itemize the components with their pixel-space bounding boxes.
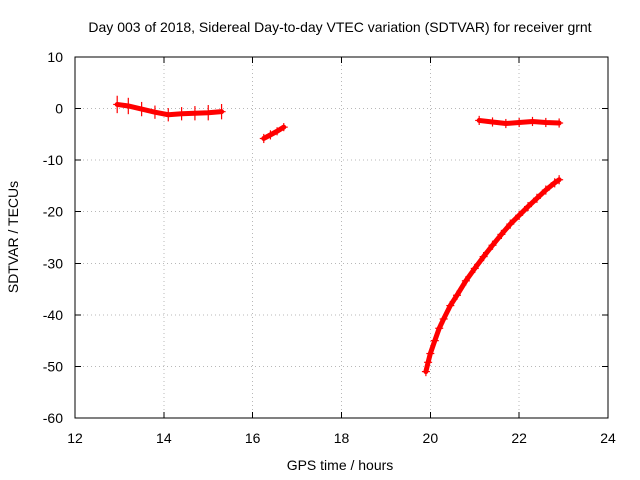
x-tick-label-5: 22 (511, 430, 527, 446)
y-tick-label-0: 10 (47, 49, 63, 65)
series-3-point-4 (435, 323, 444, 333)
series-0-point-8 (217, 103, 226, 120)
series-layer (113, 95, 564, 377)
series-3-point-10 (479, 252, 488, 262)
series-3-point-14 (515, 210, 524, 220)
series-1-point-2 (273, 127, 282, 136)
x-tick-label-4: 20 (423, 430, 439, 446)
series-2-point-2 (501, 118, 510, 129)
x-tick-label-0: 12 (67, 430, 83, 446)
x-tick-label-1: 14 (156, 430, 172, 446)
series-3-point-8 (461, 276, 470, 286)
y-tick-label-1: 0 (55, 101, 63, 117)
series-3-point-0 (421, 367, 430, 377)
y-axis-label: SDTVAR / TECUs (5, 181, 21, 293)
series-3-point-2 (426, 348, 435, 359)
y-tick-label-3: -20 (43, 204, 63, 220)
series-2-point-4 (528, 116, 537, 127)
series-3-point-9 (470, 263, 479, 274)
plot-frame (74, 56, 609, 419)
series-0 (113, 95, 226, 122)
series-3-point-19 (555, 175, 564, 185)
axis-layer: 12 14 16 18 20 22 24 10 0 -10 -20 -30 -40 -50 -60 (43, 49, 616, 446)
series-0-point-1 (124, 97, 133, 115)
series-2-point-3 (515, 117, 524, 128)
series-3-point-12 (497, 229, 506, 239)
y-tick-label-4: -30 (43, 255, 63, 271)
series-3-point-5 (439, 314, 448, 324)
chart-title: Day 003 of 2018, Sidereal Day-to-day VTE… (88, 19, 591, 35)
series-0-point-3 (150, 105, 159, 119)
series-3-point-16 (532, 193, 541, 203)
grid-layer (75, 57, 608, 418)
series-3-point-17 (541, 185, 550, 195)
series-0-point-7 (204, 105, 213, 121)
series-0-point-5 (177, 107, 186, 121)
series-1-trace (261, 124, 287, 141)
y-tick-label-2: -10 (43, 152, 63, 168)
series-0-point-6 (190, 106, 199, 121)
series-0-point-2 (137, 101, 146, 117)
series-0-point-4 (164, 108, 173, 122)
series-2-point-0 (475, 115, 484, 126)
series-3-point-6 (446, 300, 455, 311)
y-tick-label-7: -60 (43, 410, 63, 426)
series-3-point-15 (524, 201, 533, 212)
series-3-point-18 (550, 178, 559, 188)
series-2-point-6 (555, 118, 564, 128)
x-tick-label-6: 24 (600, 430, 616, 446)
series-1 (259, 123, 288, 144)
series-3-trace (423, 177, 562, 375)
series-2-point-5 (541, 117, 550, 128)
series-1-point-1 (266, 130, 275, 140)
x-axis-label: GPS time / hours (287, 457, 394, 473)
y-tick-label-5: -40 (43, 307, 63, 323)
x-tick-label-2: 16 (245, 430, 261, 446)
series-3 (421, 175, 564, 377)
series-1-point-3 (279, 123, 288, 132)
y-tick-label-6: -50 (43, 358, 63, 374)
series-2 (475, 115, 564, 129)
series-3-point-1 (424, 357, 433, 367)
series-3-point-13 (506, 219, 515, 229)
series-1-point-0 (259, 133, 268, 144)
x-tick-label-3: 18 (334, 430, 350, 446)
series-3-point-7 (452, 290, 461, 300)
series-2-point-1 (488, 117, 497, 127)
series-3-point-3 (430, 336, 439, 346)
series-3-point-11 (488, 240, 497, 250)
series-0-point-0 (113, 95, 122, 114)
